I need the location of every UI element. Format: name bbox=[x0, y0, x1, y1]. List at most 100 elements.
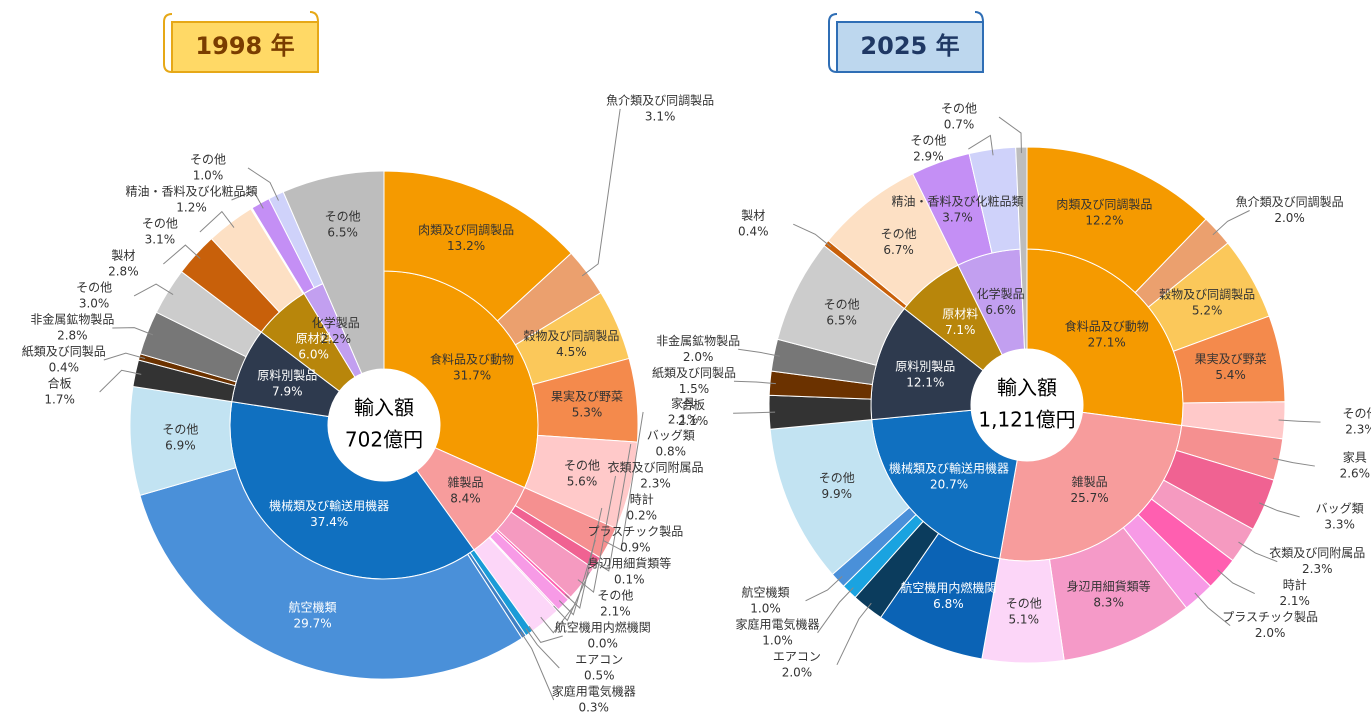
segment-value: 29.7% bbox=[293, 617, 331, 631]
banner: 1998 年 bbox=[163, 11, 319, 73]
segment-value: 9.9% bbox=[822, 487, 853, 501]
leader-line bbox=[733, 380, 776, 385]
sunburst: 輸入額 702億円 食料品及び動物 31.7% 肉類及び同調製品 13.2% 穀物及び同調製… bbox=[22, 93, 714, 713]
segment-name: その他 bbox=[162, 423, 198, 437]
leader-line bbox=[231, 190, 264, 209]
segment-value: 6.6% bbox=[985, 303, 1016, 317]
segment-value: 5.4% bbox=[1215, 368, 1246, 382]
segment-value: 0.0% bbox=[587, 637, 618, 651]
segment-name: その他 bbox=[1343, 407, 1371, 421]
leader-line bbox=[836, 602, 872, 666]
segment-name: 時計 bbox=[1283, 577, 1307, 592]
center-value: 1,121億円 bbox=[978, 408, 1075, 432]
segment-value: 6.5% bbox=[826, 313, 857, 327]
segment-value: 1.2% bbox=[176, 200, 207, 214]
leader-line bbox=[99, 369, 142, 393]
segment-value: 2.2% bbox=[321, 332, 352, 346]
segment-value: 0.7% bbox=[944, 118, 975, 132]
segment-name: 衣類及び同附属品 bbox=[608, 460, 704, 475]
segment-name: 原料別製品 bbox=[257, 369, 317, 383]
chart-title: 1998 年 bbox=[195, 32, 294, 60]
segment-name: 魚介類及び同調製品 bbox=[1236, 195, 1344, 209]
segment-name: 食料品及び動物 bbox=[430, 351, 514, 366]
segment-name: 身辺用細貨類等 bbox=[587, 556, 671, 571]
segment-name: 航空機用内燃機関 bbox=[900, 580, 996, 595]
segment-value: 0.9% bbox=[620, 541, 651, 555]
leader-line bbox=[1278, 419, 1321, 423]
segment-value: 6.0% bbox=[298, 348, 329, 362]
segment-name: プラスチック製品 bbox=[587, 525, 683, 539]
segment-value: 27.1% bbox=[1088, 336, 1126, 350]
segment-value: 5.1% bbox=[1008, 612, 1039, 626]
segment-value: 1.0% bbox=[762, 633, 793, 647]
segment-name: その他 bbox=[881, 227, 917, 241]
segment-name: 家具 bbox=[671, 396, 695, 411]
segment-value: 2.3% bbox=[1345, 423, 1371, 437]
segment-name: 果実及び野菜 bbox=[551, 388, 623, 403]
segment-name: 機械類及び輸送用機器 bbox=[269, 498, 389, 513]
sunburst: 輸入額 1,121億円 食料品及び動物 27.1% 肉類及び同調製品 12.2% 穀物及び同… bbox=[652, 102, 1371, 680]
leader-line bbox=[103, 352, 146, 361]
segment-name: 食料品及び動物 bbox=[1065, 319, 1149, 334]
segment-name: 家庭用電気機器 bbox=[736, 616, 820, 631]
segment-name: 合板 bbox=[681, 397, 705, 412]
leader-line bbox=[998, 116, 1022, 154]
leader-line bbox=[817, 587, 854, 634]
segment-name: 家庭用電気機器 bbox=[552, 684, 636, 699]
segment-value: 7.9% bbox=[272, 385, 303, 399]
center-label: 輸入額 bbox=[997, 376, 1057, 400]
leader-line bbox=[577, 475, 617, 594]
segment-name: 原材料 bbox=[942, 307, 978, 321]
segment-name: 穀物及び同調製品 bbox=[1159, 288, 1255, 302]
segment-name: 非金属鉱物製品 bbox=[30, 311, 114, 326]
segment-name: 家具 bbox=[1343, 450, 1367, 465]
segment-value: 6.5% bbox=[327, 226, 358, 240]
center-hole bbox=[971, 349, 1083, 461]
segment-value: 1.5% bbox=[679, 382, 710, 396]
segment-name: バッグ類 bbox=[647, 429, 695, 443]
segment-name: 肉類及び同調製品 bbox=[418, 223, 514, 237]
segment-value: 2.8% bbox=[57, 328, 88, 342]
segment-name: その他 bbox=[941, 102, 977, 116]
segment-value: 1.0% bbox=[193, 168, 224, 182]
segment-value: 2.1% bbox=[678, 414, 709, 428]
center-hole bbox=[328, 369, 440, 481]
segment-value: 3.7% bbox=[942, 211, 973, 225]
segment-value: 0.3% bbox=[578, 701, 609, 713]
segment-value: 1.7% bbox=[44, 392, 75, 406]
segment-value: 6.7% bbox=[883, 243, 914, 257]
segment-value: 0.4% bbox=[738, 225, 769, 239]
segment-name: 果実及び野菜 bbox=[1195, 351, 1267, 366]
segment-value: 2.0% bbox=[1274, 211, 1305, 225]
leader-line bbox=[738, 348, 780, 357]
segment-value: 2.1% bbox=[1279, 594, 1310, 608]
leader-line bbox=[133, 283, 174, 297]
leader-line bbox=[1217, 569, 1255, 595]
segment-value: 2.1% bbox=[668, 413, 699, 427]
segment-name: その他 bbox=[325, 210, 361, 224]
leader-line bbox=[199, 210, 235, 233]
segment-value: 0.8% bbox=[656, 445, 687, 459]
leader-line bbox=[793, 223, 832, 248]
segment-value: 0.4% bbox=[49, 360, 80, 374]
segment-value: 2.0% bbox=[782, 665, 813, 679]
segment-value: 13.2% bbox=[447, 239, 485, 253]
segment-value: 7.1% bbox=[945, 323, 976, 337]
leader-line bbox=[603, 411, 644, 551]
segment-name: 製材 bbox=[111, 248, 135, 262]
segment-value: 31.7% bbox=[453, 368, 491, 382]
leader-line bbox=[1194, 592, 1231, 626]
segment-value: 6.9% bbox=[165, 439, 196, 453]
outer-wedge bbox=[210, 208, 304, 313]
segment-name: その他 bbox=[819, 471, 855, 485]
segment-value: 3.1% bbox=[145, 232, 176, 246]
segment-value: 1.0% bbox=[750, 601, 781, 615]
segment-value: 2.0% bbox=[1255, 626, 1286, 640]
segment-name: 化学製品 bbox=[312, 315, 360, 330]
segment-name: その他 bbox=[1006, 596, 1042, 610]
segment-name: その他 bbox=[564, 459, 600, 473]
segment-value: 8.4% bbox=[450, 492, 481, 506]
segment-value: 6.8% bbox=[933, 597, 964, 611]
segment-name: 航空機類 bbox=[742, 584, 790, 599]
